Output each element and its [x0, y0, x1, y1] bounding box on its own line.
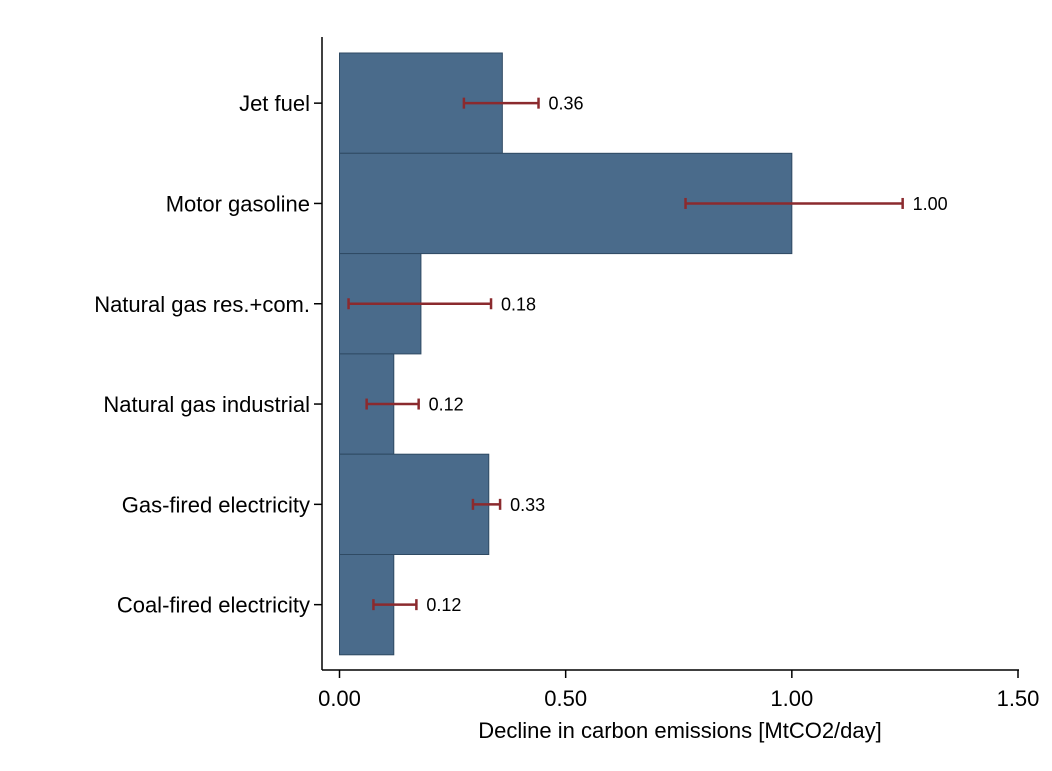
- category-label: Motor gasoline: [166, 191, 310, 216]
- category-label: Jet fuel: [239, 91, 310, 116]
- category-labels-layer: Jet fuel Motor gasoline Natural gas res.+c…: [94, 91, 322, 618]
- value-labels-layer: 0.36 1.00 0.18 0.12 0.33 0.12: [426, 94, 947, 616]
- category-label: Natural gas industrial: [103, 392, 310, 417]
- value-label: 0.33: [510, 495, 545, 515]
- bars-layer: [339, 52, 793, 656]
- x-tick-label: 1.50: [997, 686, 1040, 711]
- value-label: 0.36: [549, 94, 584, 114]
- x-tick-label: 0.50: [544, 686, 587, 711]
- x-ticks-layer: 0.00 0.50 1.00 1.50: [318, 670, 1039, 711]
- category-label: Gas-fired electricity: [122, 492, 310, 517]
- category-label: Coal-fired electricity: [117, 593, 310, 618]
- value-label: 1.00: [913, 194, 948, 214]
- x-axis-title: Decline in carbon emissions [MtCO2/day]: [478, 718, 882, 743]
- category-label: Natural gas res.+com.: [94, 292, 310, 317]
- error-bars-layer: [347, 97, 904, 611]
- value-label: 0.12: [426, 595, 461, 615]
- x-tick-label: 0.00: [318, 686, 361, 711]
- value-label: 0.18: [501, 294, 536, 314]
- value-label: 0.12: [429, 395, 464, 415]
- x-tick-label: 1.00: [770, 686, 813, 711]
- bar: [339, 453, 490, 556]
